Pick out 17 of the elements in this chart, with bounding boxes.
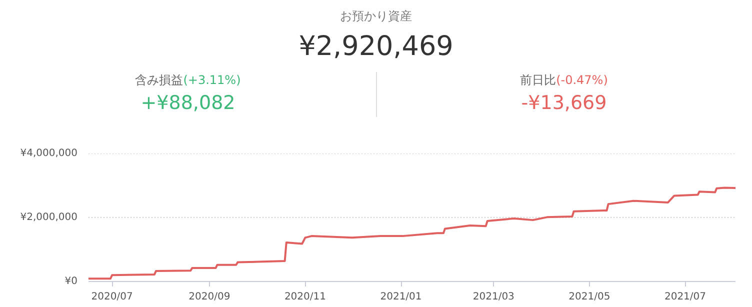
x-tick-label: 2020/11 bbox=[284, 292, 326, 302]
x-tick-label: 2021/05 bbox=[568, 292, 610, 302]
text: -¥13,669 bbox=[520, 91, 608, 116]
y-tick-label: ¥0 bbox=[64, 276, 78, 287]
x-tick-label: 2021/01 bbox=[380, 292, 422, 302]
text: +¥88,082 bbox=[140, 91, 236, 116]
x-tick-label: 2020/09 bbox=[188, 292, 230, 302]
line-series bbox=[88, 186, 736, 280]
y-tick-label: ¥4,000,000 bbox=[20, 148, 78, 159]
y-tick-label: ¥2,000,000 bbox=[20, 212, 78, 223]
chart-title: お預かり資産 bbox=[339, 8, 413, 25]
text: (-0.47%) bbox=[556, 73, 608, 87]
chart-subtitle: ¥2,920,469 bbox=[298, 30, 454, 64]
x-tick-label: 2021/07 bbox=[664, 292, 706, 302]
text: (+3.11%) bbox=[183, 73, 241, 87]
x-tick-label: 2020/07 bbox=[91, 292, 133, 302]
x-tick-label: 2021/03 bbox=[472, 292, 514, 302]
